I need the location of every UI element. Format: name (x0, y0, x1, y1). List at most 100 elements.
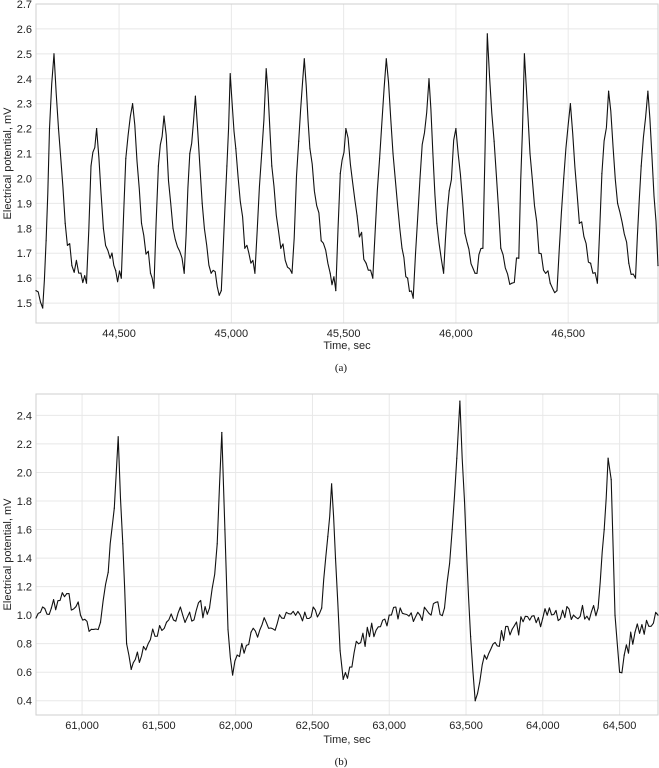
data-point (619, 671, 621, 673)
data-point (208, 607, 211, 609)
y-tick-label: 2.0 (17, 467, 32, 479)
data-point (291, 272, 293, 274)
data-point (109, 257, 111, 259)
data-point (265, 68, 267, 70)
x-tick-label: 46,000 (439, 328, 473, 340)
data-point (90, 165, 92, 167)
data-point (616, 202, 619, 204)
data-point (309, 147, 311, 150)
data-point (464, 232, 466, 234)
data-point (529, 152, 531, 155)
data-point (117, 436, 119, 438)
y-tick-label: 1.8 (17, 223, 32, 235)
data-point (628, 262, 630, 264)
data-point (125, 157, 127, 160)
data-point (483, 654, 486, 656)
panel-caption: (b) (335, 756, 348, 768)
x-tick-label: 63,500 (449, 720, 483, 732)
x-tick-label: 61,500 (142, 720, 176, 732)
data-point (436, 222, 438, 224)
data-point (183, 272, 185, 274)
data-point (227, 628, 229, 631)
y-tick-label: 0.4 (17, 696, 32, 708)
data-point (229, 73, 231, 75)
data-point (220, 290, 222, 292)
data-point (201, 202, 203, 204)
data-point (392, 152, 394, 155)
data-point (157, 165, 159, 167)
data-point (634, 277, 637, 279)
data-point (42, 307, 44, 309)
data-point (235, 147, 237, 150)
data-point (563, 177, 565, 180)
data-point (443, 607, 446, 609)
data-point (90, 628, 92, 631)
data-point (607, 90, 610, 92)
data-point (153, 287, 155, 289)
x-tick-label: 44,500 (102, 328, 136, 340)
y-tick-label: 2.2 (17, 439, 32, 451)
data-point (194, 95, 197, 97)
data-point (331, 483, 333, 485)
data-point (456, 457, 458, 459)
data-point (79, 614, 82, 616)
data-point (226, 165, 228, 167)
data-point (304, 611, 306, 613)
data-point (634, 631, 636, 633)
y-tick-label: 1.8 (17, 496, 32, 508)
data-point (542, 617, 544, 619)
data-point (149, 272, 152, 274)
data-point (356, 215, 358, 217)
data-point (419, 614, 421, 616)
data-point (221, 431, 223, 434)
data-point (210, 272, 212, 274)
data-point (657, 614, 659, 616)
data-point (590, 262, 592, 264)
data-point (320, 240, 322, 242)
data-point (607, 457, 609, 459)
potential-trace-line (35, 400, 659, 702)
data-point (231, 674, 234, 676)
data-point (378, 157, 381, 160)
data-point (385, 58, 387, 60)
data-point (85, 282, 88, 284)
x-tick-label: 61,000 (65, 720, 99, 732)
plot-frame (35, 3, 659, 324)
data-point (451, 528, 453, 531)
x-tick-label: 45,500 (327, 328, 361, 340)
x-tick-label: 46,500 (551, 328, 585, 340)
data-point (556, 290, 558, 292)
data-point (281, 617, 283, 619)
data-point (102, 227, 104, 229)
data-point (339, 650, 341, 652)
data-point (538, 252, 540, 254)
data-point (261, 152, 263, 155)
data-point (493, 140, 495, 142)
data-point (463, 500, 466, 502)
data-point (511, 282, 513, 284)
plot-frame (35, 393, 659, 716)
data-point (327, 536, 329, 538)
x-axis-title: Time, sec (323, 340, 371, 352)
data-point (596, 282, 598, 284)
data-point (271, 165, 273, 167)
data-point (470, 635, 472, 638)
y-tick-label: 2.6 (17, 24, 32, 36)
data-point (614, 614, 616, 616)
y-tick-label: 2.7 (17, 0, 32, 11)
y-tick-label: 1.7 (17, 248, 32, 260)
data-point (35, 290, 37, 292)
data-point (45, 240, 47, 242)
data-point (401, 247, 403, 249)
data-point (578, 222, 581, 224)
y-tick-label: 1.9 (17, 198, 32, 210)
panel-b: 61,000 61,500 62,000 62,500 63,000 63,500 64,0… (2, 393, 659, 768)
data-point (113, 507, 115, 509)
data-point (569, 103, 572, 105)
data-point (500, 247, 502, 249)
data-point (64, 222, 66, 224)
data-point (142, 645, 145, 648)
data-point (610, 479, 612, 481)
y-tick-label: 1.0 (17, 610, 32, 622)
data-point (131, 103, 134, 105)
